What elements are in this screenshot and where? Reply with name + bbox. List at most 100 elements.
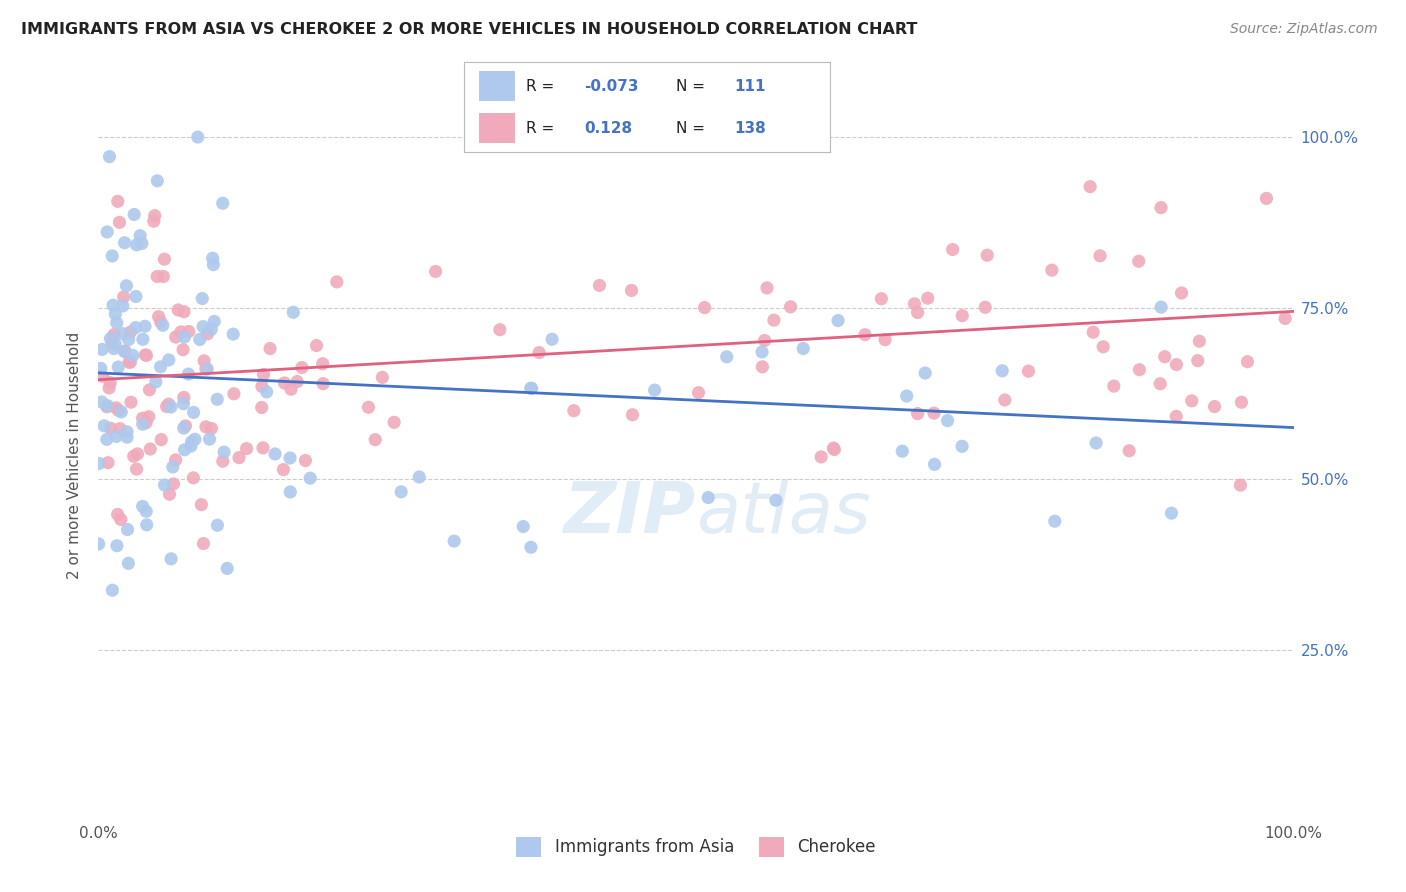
Immigrants from Asia (200, 322, 222, 336)
Cherokee (183, 471, 205, 485)
Immigrants from Asia (149, 359, 172, 374)
Cherokee (1181, 393, 1204, 408)
Cherokee (97, 456, 120, 470)
Cherokee (917, 291, 939, 305)
Immigrants from Asia (1043, 514, 1066, 528)
Immigrants from Asia (115, 425, 138, 439)
Immigrants from Asia (90, 361, 112, 376)
Cherokee (326, 275, 349, 289)
Cherokee (177, 325, 200, 339)
Cherokee (1092, 340, 1115, 354)
Immigrants from Asia (198, 432, 221, 446)
Immigrants from Asia (202, 258, 225, 272)
Cherokee (1166, 358, 1188, 372)
Cherokee (620, 284, 643, 298)
Cherokee (228, 450, 250, 465)
Cherokee (98, 381, 121, 395)
Cherokee (131, 411, 153, 425)
Immigrants from Asia (207, 518, 229, 533)
Immigrants from Asia (146, 174, 169, 188)
Cherokee (193, 536, 215, 550)
Immigrants from Asia (118, 333, 141, 347)
Bar (478, 113, 515, 143)
Immigrants from Asia (162, 459, 184, 474)
Cherokee (100, 421, 122, 435)
Cherokee (527, 345, 550, 359)
Immigrants from Asia (93, 418, 115, 433)
Cherokee (870, 292, 893, 306)
Immigrants from Asia (101, 249, 124, 263)
Cherokee (873, 333, 896, 347)
Cherokee (91, 369, 114, 384)
Cherokee (285, 375, 308, 389)
Cherokee (112, 290, 135, 304)
Immigrants from Asia (278, 485, 301, 500)
Cherokee (751, 359, 773, 374)
Cherokee (108, 422, 131, 436)
Immigrants from Asia (98, 150, 121, 164)
Cherokee (688, 385, 710, 400)
Text: R =: R = (526, 121, 554, 136)
Immigrants from Asia (105, 539, 128, 553)
Immigrants from Asia (173, 330, 195, 344)
Immigrants from Asia (121, 349, 143, 363)
Cherokee (146, 269, 169, 284)
Cherokee (98, 376, 121, 390)
Immigrants from Asia (114, 235, 136, 250)
Cherokee (142, 214, 165, 228)
Cherokee (193, 354, 215, 368)
Cherokee (312, 357, 335, 371)
Immigrants from Asia (924, 458, 946, 472)
Immigrants from Asia (408, 470, 430, 484)
Immigrants from Asia (111, 299, 134, 313)
Cherokee (107, 403, 129, 417)
Immigrants from Asia (299, 471, 322, 485)
Cherokee (1088, 249, 1111, 263)
Immigrants from Asia (132, 332, 155, 346)
Immigrants from Asia (125, 289, 148, 303)
Cherokee (190, 498, 212, 512)
Cherokee (1149, 376, 1171, 391)
Immigrants from Asia (187, 130, 209, 145)
Cherokee (903, 297, 925, 311)
Immigrants from Asia (101, 298, 124, 312)
Cherokee (148, 310, 170, 324)
Text: R =: R = (526, 79, 554, 94)
Cherokee (211, 454, 233, 468)
Immigrants from Asia (212, 445, 235, 459)
Cherokee (170, 325, 193, 339)
Cherokee (425, 264, 447, 278)
Cherokee (157, 397, 180, 411)
Immigrants from Asia (950, 439, 973, 453)
Cherokee (108, 215, 131, 229)
Immigrants from Asia (520, 541, 543, 555)
Cherokee (250, 379, 273, 393)
Immigrants from Asia (100, 331, 122, 345)
Cherokee (1118, 443, 1140, 458)
Cherokee (127, 447, 149, 461)
Immigrants from Asia (991, 364, 1014, 378)
Cherokee (364, 433, 387, 447)
Immigrants from Asia (112, 344, 135, 359)
Cherokee (159, 487, 181, 501)
Cherokee (197, 326, 219, 341)
Immigrants from Asia (160, 551, 183, 566)
Immigrants from Asia (697, 491, 720, 505)
Cherokee (153, 252, 176, 267)
Cherokee (976, 248, 998, 262)
Immigrants from Asia (173, 421, 195, 435)
Cherokee (107, 194, 129, 209)
Cherokee (174, 418, 197, 433)
Cherokee (200, 421, 222, 435)
Immigrants from Asia (131, 417, 153, 432)
Text: -0.073: -0.073 (585, 79, 640, 94)
Cherokee (173, 391, 195, 405)
Immigrants from Asia (217, 561, 239, 575)
Cherokee (138, 409, 160, 424)
Immigrants from Asia (111, 326, 134, 341)
Text: IMMIGRANTS FROM ASIA VS CHEROKEE 2 OR MORE VEHICLES IN HOUSEHOLD CORRELATION CHA: IMMIGRANTS FROM ASIA VS CHEROKEE 2 OR MO… (21, 22, 918, 37)
Cherokee (105, 401, 128, 415)
Immigrants from Asia (103, 342, 125, 356)
Immigrants from Asia (104, 307, 127, 321)
Cherokee (1078, 179, 1101, 194)
